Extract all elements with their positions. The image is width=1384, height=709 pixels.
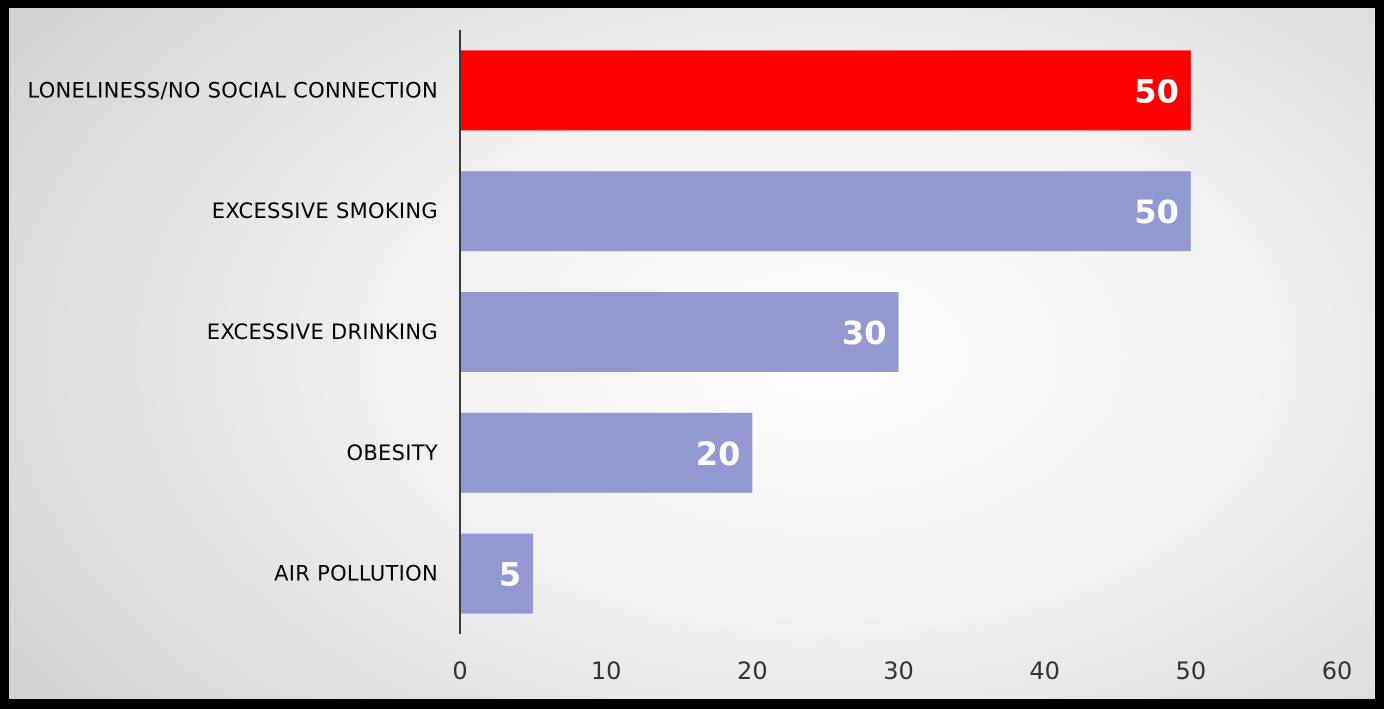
x-tick-label-3: 30 [883,657,914,685]
bar-4 [460,533,534,614]
data-label-4: 5 [499,556,521,594]
data-label-1: 50 [1134,193,1179,231]
category-label-0: LONELINESS/NO SOCIAL CONNECTION [27,78,438,102]
data-label-0: 50 [1134,72,1179,110]
chart-panel: 50 50 30 20 5 LONELINESS/NO SOCIAL CONNECTIO… [9,8,1375,699]
x-tick-label-2: 20 [737,657,768,685]
category-label-1: EXCESSIVE SMOKING [212,199,438,223]
bars-layer: 50 50 30 20 5 [460,50,1191,614]
data-label-3: 20 [696,435,741,473]
x-tick-label-1: 10 [591,657,622,685]
category-label-3: OBESITY [347,441,438,465]
bar-2 [460,292,899,372]
bar-1 [460,171,1191,252]
x-tick-label-0: 0 [452,657,467,685]
x-tick-label-6: 60 [1322,657,1353,685]
category-label-2: EXCESSIVE DRINKING [207,320,438,344]
bar-0 [460,50,1191,131]
category-label-4: AIR POLLUTION [274,562,438,586]
x-axis-ticks: 0 10 20 30 40 50 60 [452,657,1352,685]
bar-3 [460,412,753,493]
bar-chart: 50 50 30 20 5 LONELINESS/NO SOCIAL CONNECTIO… [27,30,1352,685]
x-tick-label-4: 40 [1029,657,1060,685]
category-labels: LONELINESS/NO SOCIAL CONNECTION EXCESSIVE… [27,78,438,586]
data-label-2: 30 [842,314,887,352]
x-tick-label-5: 50 [1176,657,1207,685]
